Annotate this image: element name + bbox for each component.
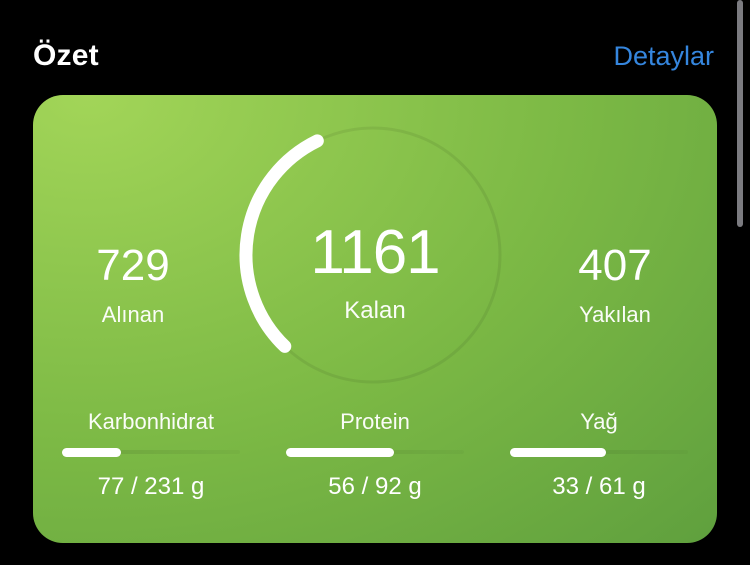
- progressbar-fill: [286, 448, 395, 457]
- progressbar-fill: [510, 448, 607, 457]
- calorie-ring-progress: [239, 134, 324, 353]
- macro-protein-label: Protein: [340, 409, 410, 434]
- burned-label: Yakılan: [579, 302, 651, 327]
- remaining-label: Kalan: [344, 297, 406, 324]
- stat-burned: 407 Yakılan: [545, 241, 685, 327]
- scrollbar-thumb[interactable]: [737, 0, 743, 227]
- progressbar-track: [62, 450, 240, 454]
- macro-protein-progressbar: [286, 448, 464, 457]
- macro-carbs-progressbar: [62, 448, 240, 457]
- macro-carbs-label: Karbonhidrat: [88, 409, 214, 434]
- calorie-ring: [239, 126, 502, 384]
- summary-header: Özet Detaylar: [33, 36, 714, 76]
- consumed-value: 729: [96, 241, 170, 290]
- progressbar-fill: [62, 448, 122, 457]
- remaining-value: 1161: [310, 218, 440, 287]
- stat-consumed: 729 Alınan: [63, 241, 203, 327]
- macro-protein: Protein 56 / 92 g: [285, 410, 465, 501]
- macro-carbs-value: 77 / 231 g: [97, 473, 205, 500]
- macros-row: Karbonhidrat 77 / 231 g Protein 56 / 92 …: [33, 410, 717, 501]
- macro-protein-value: 56 / 92 g: [328, 473, 422, 500]
- macro-fat-label: Yağ: [580, 409, 618, 434]
- consumed-label: Alınan: [101, 302, 165, 327]
- macro-fat-value: 33 / 61 g: [552, 473, 646, 500]
- calorie-summary-card[interactable]: 729 Alınan 1161 Kalan 407 Yakılan Karbon…: [33, 95, 717, 543]
- macro-carbs: Karbonhidrat 77 / 231 g: [61, 410, 241, 501]
- burned-value: 407: [578, 241, 652, 290]
- stat-remaining: 1161 Kalan: [275, 218, 475, 324]
- page-title: Özet: [33, 39, 99, 72]
- macro-fat-progressbar: [510, 448, 688, 457]
- details-link[interactable]: Detaylar: [613, 40, 714, 71]
- macro-fat: Yağ 33 / 61 g: [509, 410, 689, 501]
